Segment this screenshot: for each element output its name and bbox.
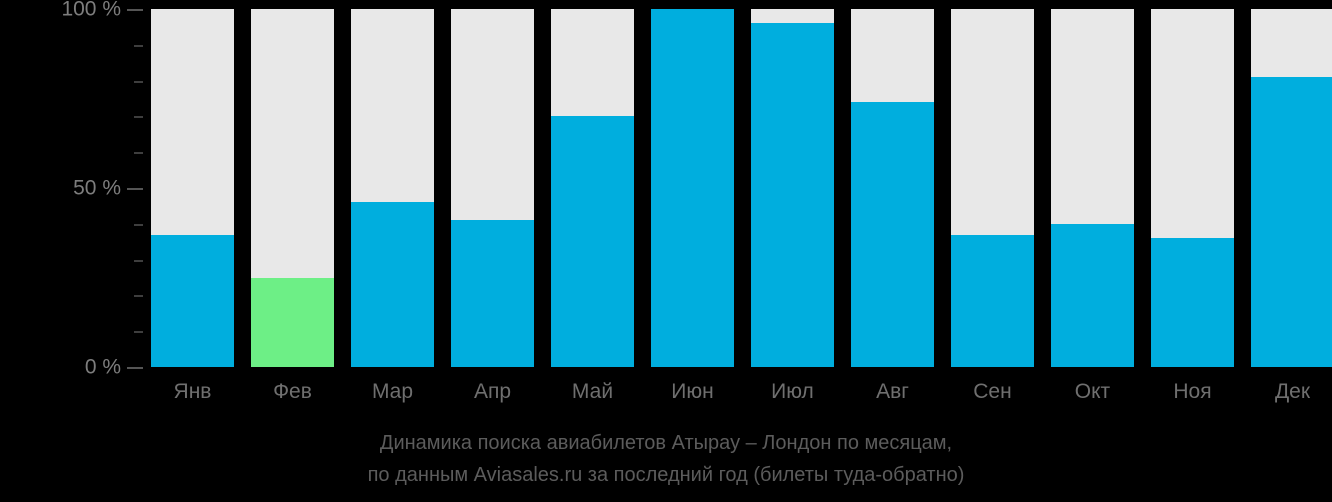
- x-axis-label-авг: Авг: [876, 380, 909, 403]
- y-tick-minor: [134, 223, 143, 226]
- x-axis-label-июл: Июл: [771, 380, 814, 403]
- y-axis: 100 % 50 % 0 %: [0, 0, 151, 378]
- x-axis-label-сен: Сен: [973, 380, 1012, 403]
- x-axis-label-май: Май: [571, 380, 614, 403]
- y-tick-major: [127, 367, 143, 369]
- bar-янв[interactable]: [151, 234, 234, 367]
- bar-апр[interactable]: [451, 220, 534, 367]
- y-tick-minor: [134, 152, 143, 155]
- x-axis: Янв Фев Мар Апр Май Июн Июл Авг Сен Окт Ноя Дек: [151, 367, 1332, 419]
- bar-slot[interactable]: [851, 0, 934, 367]
- bar-авг[interactable]: [851, 102, 934, 367]
- bar-мар[interactable]: [351, 202, 434, 367]
- y-tick-minor: [134, 331, 143, 334]
- bar-slot[interactable]: [1151, 0, 1234, 367]
- y-tick-minor: [134, 259, 143, 262]
- x-axis-label-апр: Апр: [473, 380, 512, 403]
- bar-slot[interactable]: [651, 0, 734, 367]
- bar-slot[interactable]: [751, 0, 834, 367]
- bar-ноя[interactable]: [1151, 238, 1234, 367]
- bar-slot[interactable]: [351, 0, 434, 367]
- x-axis-label-янв: Янв: [173, 380, 212, 403]
- x-axis-label-дек: Дек: [1274, 380, 1311, 403]
- x-axis-label-фев: Фев: [273, 380, 312, 403]
- y-axis-label: 0 %: [84, 355, 121, 379]
- y-axis-label: 50 %: [73, 176, 121, 200]
- bar-slot[interactable]: [1051, 0, 1134, 367]
- x-axis-label-окт: Окт: [1074, 380, 1111, 403]
- bar-slot[interactable]: [551, 0, 634, 367]
- bar-slot[interactable]: [951, 0, 1034, 367]
- bar-slot[interactable]: [151, 0, 234, 367]
- y-tick-minor: [134, 116, 143, 119]
- y-tick-major: [127, 188, 143, 190]
- chart-caption: Динамика поиска авиабилетов Атырау – Лон…: [0, 427, 1332, 491]
- caption-line-1: Динамика поиска авиабилетов Атырау – Лон…: [379, 432, 953, 454]
- bar-slot[interactable]: [1251, 0, 1332, 367]
- y-axis-label: 100 %: [61, 0, 121, 21]
- y-tick-minor: [134, 295, 143, 298]
- x-axis-label-мар: Мар: [371, 380, 414, 403]
- bar-окт[interactable]: [1051, 223, 1134, 367]
- bar-сен[interactable]: [951, 234, 1034, 367]
- y-tick-minor: [134, 80, 143, 83]
- bar-фев[interactable]: [251, 277, 334, 367]
- plot-area: [151, 0, 1332, 367]
- x-axis-label-ноя: Ноя: [1173, 380, 1212, 403]
- bar-slot[interactable]: [251, 0, 334, 367]
- y-tick-major: [127, 9, 143, 11]
- caption-line-2: по данным Aviasales.ru за последний год …: [367, 464, 965, 486]
- bar-июн[interactable]: [651, 9, 734, 367]
- bar-июл[interactable]: [751, 23, 834, 367]
- bar-май[interactable]: [551, 116, 634, 367]
- x-axis-label-июн: Июн: [671, 380, 714, 403]
- bar-дек[interactable]: [1251, 77, 1332, 367]
- bar-slot[interactable]: [451, 0, 534, 367]
- y-tick-minor: [134, 44, 143, 47]
